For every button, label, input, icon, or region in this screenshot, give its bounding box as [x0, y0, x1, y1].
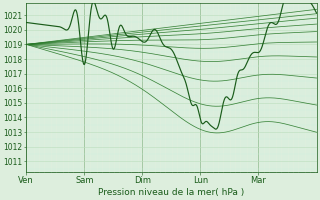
- X-axis label: Pression niveau de la mer( hPa ): Pression niveau de la mer( hPa ): [98, 188, 244, 197]
